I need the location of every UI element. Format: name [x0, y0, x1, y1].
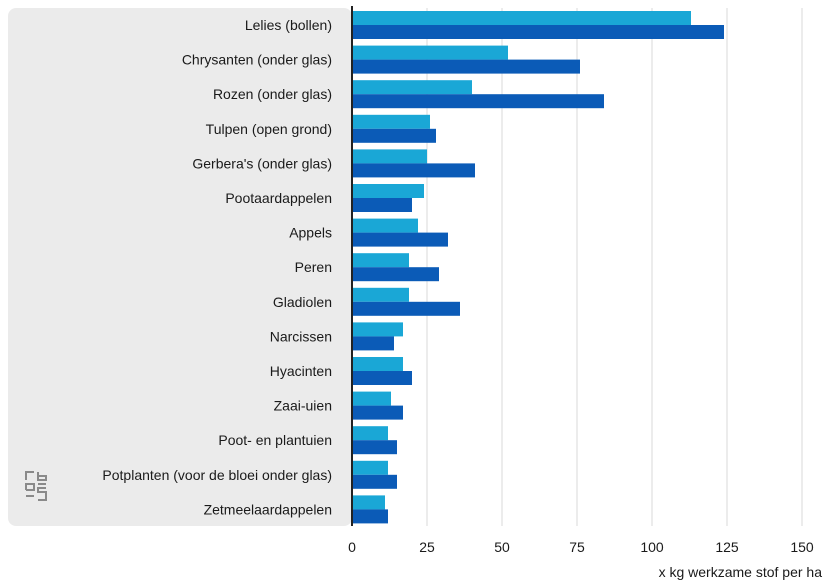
- bar-2-13: [352, 474, 397, 489]
- category-labels: Lelies (bollen) Chrysanten (onder glas) Ro…: [102, 17, 332, 517]
- label-panel: [8, 8, 352, 526]
- cbs-logo: [25, 471, 47, 501]
- bar-1-4: [352, 149, 427, 164]
- bar-1-12: [352, 426, 388, 441]
- category-label: Pootaardappelen: [225, 190, 332, 206]
- category-label: Gladiolen: [273, 294, 332, 310]
- x-tick-label: 50: [494, 539, 510, 555]
- bar-2-2: [352, 94, 604, 109]
- category-label: Potplanten (voor de bloei onder glas): [102, 467, 332, 483]
- category-label: Poot- en plantuien: [218, 432, 332, 448]
- category-label: Hyacinten: [270, 363, 332, 379]
- bar-1-9: [352, 322, 403, 337]
- bar-2-1: [352, 59, 580, 74]
- x-tick-label: 100: [640, 539, 664, 555]
- category-label: Zaai-uien: [274, 398, 332, 414]
- bar-2-5: [352, 198, 412, 212]
- category-label: Rozen (onder glas): [213, 86, 332, 102]
- bar-1-13: [352, 460, 388, 475]
- bar-1-3: [352, 114, 430, 129]
- bar-2-7: [352, 267, 439, 282]
- bar-1-8: [352, 287, 409, 302]
- category-label: Tulpen (open grond): [206, 121, 332, 137]
- bar-2-9: [352, 336, 394, 351]
- bar-1-7: [352, 253, 409, 268]
- bar-1-6: [352, 218, 418, 233]
- bar-2-4: [352, 163, 475, 178]
- bar-1-1: [352, 45, 508, 60]
- bar-2-10: [352, 371, 412, 385]
- bar-1-14: [352, 495, 385, 510]
- bar-2-6: [352, 232, 448, 247]
- bar-1-2: [352, 80, 472, 95]
- gridlines: [426, 8, 803, 526]
- x-tick-label: 25: [419, 539, 435, 555]
- bar-2-0: [352, 25, 724, 39]
- bars: [352, 11, 724, 524]
- x-tick-label: 125: [715, 539, 739, 555]
- x-tick-label: 75: [569, 539, 585, 555]
- category-label: Narcissen: [270, 328, 332, 344]
- bar-1-10: [352, 357, 403, 371]
- bar-1-5: [352, 184, 424, 198]
- category-label: Zetmeelaardappelen: [204, 501, 332, 517]
- bar-2-11: [352, 405, 403, 420]
- x-tick-labels: 0 25 50 75 100 125 150: [348, 539, 814, 555]
- bar-1-0: [352, 11, 691, 25]
- category-label: Lelies (bollen): [245, 17, 332, 33]
- x-tick-label: 0: [348, 539, 356, 555]
- category-label: Peren: [295, 259, 332, 275]
- category-label: Gerbera's (onder glas): [192, 155, 332, 171]
- x-axis-title: x kg werkzame stof per ha: [659, 564, 823, 580]
- bar-2-8: [352, 301, 460, 316]
- category-label: Chrysanten (onder glas): [182, 52, 332, 68]
- bar-2-3: [352, 128, 436, 143]
- category-label: Appels: [289, 225, 332, 241]
- bar-1-11: [352, 391, 391, 406]
- bar-2-14: [352, 509, 388, 524]
- x-tick-label: 150: [790, 539, 814, 555]
- bar-2-12: [352, 440, 397, 455]
